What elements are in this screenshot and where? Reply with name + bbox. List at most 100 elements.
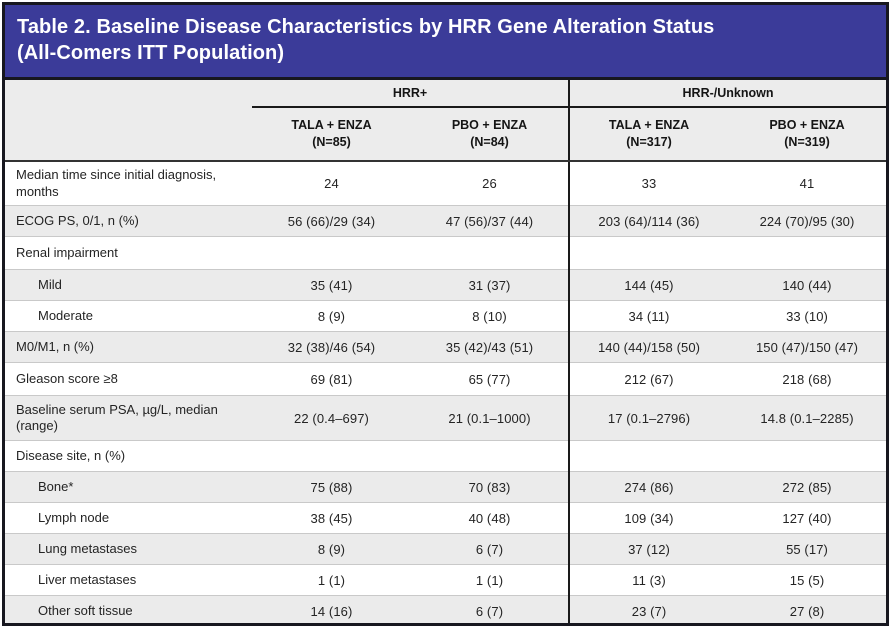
- cell-value: 31 (37): [411, 269, 570, 301]
- cell-value: 224 (70)/95 (30): [728, 205, 886, 237]
- cell-value: 272 (85): [728, 471, 886, 503]
- table-title-banner: Table 2. Baseline Disease Characteristic…: [5, 5, 886, 80]
- cell-value: 11 (3): [568, 564, 729, 596]
- table-row-baseline-psa: Baseline serum PSA, µg/L, median (range)…: [5, 395, 886, 441]
- cell-value: 23 (7): [568, 595, 729, 623]
- cell-value: 274 (86): [568, 471, 729, 503]
- table-row-gleason-score: Gleason score ≥8 69 (81) 65 (77) 212 (67…: [5, 362, 886, 396]
- table-row-ecog-ps: ECOG PS, 0/1, n (%) 56 (66)/29 (34) 47 (…: [5, 205, 886, 237]
- cell-value: [411, 236, 570, 270]
- cell-value: 1 (1): [252, 564, 411, 596]
- table-row-renal-impairment: Renal impairment: [5, 236, 886, 270]
- cell-value: 6 (7): [411, 595, 570, 623]
- cell-value: 35 (41): [252, 269, 411, 301]
- row-label: Gleason score ≥8: [5, 362, 252, 396]
- row-label: Lung metastases: [5, 533, 252, 565]
- table-row-renal-mild: Mild 35 (41) 31 (37) 144 (45) 140 (44): [5, 269, 886, 301]
- cell-value: 70 (83): [411, 471, 570, 503]
- cell-value: 27 (8): [728, 595, 886, 623]
- table-row-median-time: Median time since initial diagnosis, mon…: [5, 160, 886, 206]
- arm-n: (N=317): [626, 134, 672, 149]
- column-header-tala-enza-hrrpos: TALA + ENZA (N=85): [252, 106, 411, 162]
- cell-value: 140 (44): [728, 269, 886, 301]
- table-row-bone: Bone* 75 (88) 70 (83) 274 (86) 272 (85): [5, 471, 886, 503]
- arm-name: TALA + ENZA: [291, 117, 372, 132]
- cell-value: 55 (17): [728, 533, 886, 565]
- row-label: Other soft tissue: [5, 595, 252, 623]
- table-header: HRR+ HRR-/Unknown TALA + ENZA (N=85) PBO…: [5, 79, 886, 162]
- group-header-hrr-positive: HRR+: [252, 79, 570, 108]
- cell-value: 14.8 (0.1–2285): [728, 395, 886, 441]
- cell-value: 203 (64)/114 (36): [568, 205, 729, 237]
- baseline-characteristics-table: HRR+ HRR-/Unknown TALA + ENZA (N=85) PBO…: [5, 79, 886, 623]
- cell-value: 75 (88): [252, 471, 411, 503]
- table-row-liver-metastases: Liver metastases 1 (1) 1 (1) 11 (3) 15 (…: [5, 564, 886, 596]
- cell-value: 37 (12): [568, 533, 729, 565]
- row-label: Median time since initial diagnosis, mon…: [16, 166, 217, 199]
- cell-value: 14 (16): [252, 595, 411, 623]
- row-label: Baseline serum PSA, µg/L, median (range): [5, 395, 252, 441]
- cell-value: 69 (81): [252, 362, 411, 396]
- table-title-line1: Table 2. Baseline Disease Characteristic…: [17, 16, 715, 38]
- cell-value: 35 (42)/43 (51): [411, 331, 570, 363]
- cell-value: 33 (10): [728, 300, 886, 332]
- cell-value: 47 (56)/37 (44): [411, 205, 570, 237]
- cell-value: 32 (38)/46 (54): [252, 331, 411, 363]
- cell-value: 150 (47)/150 (47): [728, 331, 886, 363]
- table-row-other-soft-tissue: Other soft tissue 14 (16) 6 (7) 23 (7) 2…: [5, 595, 886, 623]
- column-header-tala-enza-hrrneg: TALA + ENZA (N=317): [568, 106, 729, 162]
- cell-value: 8 (9): [252, 533, 411, 565]
- cell-value: 1 (1): [411, 564, 570, 596]
- row-label: Moderate: [5, 300, 252, 332]
- cell-value: 127 (40): [728, 502, 886, 534]
- cell-value: 6 (7): [411, 533, 570, 565]
- table-row-m0-m1: M0/M1, n (%) 32 (38)/46 (54) 35 (42)/43 …: [5, 331, 886, 363]
- group-header-row: HRR+ HRR-/Unknown: [5, 79, 886, 162]
- cell-value: 22 (0.4–697): [252, 395, 411, 441]
- cell-value: 17 (0.1–2796): [568, 395, 729, 441]
- cell-value: [728, 440, 886, 472]
- cell-value: 109 (34): [568, 502, 729, 534]
- arm-n: (N=319): [784, 134, 830, 149]
- row-label: Lymph node: [5, 502, 252, 534]
- cell-value: 144 (45): [568, 269, 729, 301]
- cell-value: [252, 236, 411, 270]
- cell-value: 8 (9): [252, 300, 411, 332]
- cell-value: 40 (48): [411, 502, 570, 534]
- cell-value: [252, 440, 411, 472]
- cell-value: [568, 236, 729, 270]
- row-label: Bone*: [5, 471, 252, 503]
- cell-value: 24: [324, 176, 339, 192]
- table-row-disease-site: Disease site, n (%): [5, 440, 886, 472]
- row-label: Mild: [5, 269, 252, 301]
- column-header-pbo-enza-hrrpos: PBO + ENZA (N=84): [411, 106, 570, 162]
- row-label-column-header: [5, 79, 252, 162]
- cell-value: 38 (45): [252, 502, 411, 534]
- group-header-hrr-negative-unknown: HRR-/Unknown: [568, 79, 886, 108]
- table-title-line2: (All-Comers ITT Population): [17, 42, 285, 65]
- cell-value: 65 (77): [411, 362, 570, 396]
- row-label: Disease site, n (%): [5, 440, 252, 472]
- cell-value: 56 (66)/29 (34): [252, 205, 411, 237]
- cell-value: 41: [799, 176, 815, 192]
- arm-n: (N=84): [470, 134, 509, 149]
- cell-value: 26: [482, 176, 497, 192]
- row-label: M0/M1, n (%): [5, 331, 252, 363]
- table-body: Median time since initial diagnosis, mon…: [5, 160, 886, 623]
- cell-value: [411, 440, 570, 472]
- arm-name: TALA + ENZA: [608, 117, 690, 132]
- arm-header-row: TALA + ENZA (N=85) PBO + ENZA (N=84) TAL…: [5, 106, 886, 162]
- row-label: Renal impairment: [5, 236, 252, 270]
- cell-value: [728, 236, 886, 270]
- cell-value: 33: [568, 160, 729, 206]
- cell-value: 15 (5): [728, 564, 886, 596]
- cell-value: 8 (10): [411, 300, 570, 332]
- row-label: Liver metastases: [5, 564, 252, 596]
- cell-value: 218 (68): [728, 362, 886, 396]
- column-header-pbo-enza-hrrneg: PBO + ENZA (N=319): [728, 106, 886, 162]
- table-row-lymph-node: Lymph node 38 (45) 40 (48) 109 (34) 127 …: [5, 502, 886, 534]
- cell-value: 21 (0.1–1000): [411, 395, 570, 441]
- arm-name: PBO + ENZA: [451, 117, 528, 132]
